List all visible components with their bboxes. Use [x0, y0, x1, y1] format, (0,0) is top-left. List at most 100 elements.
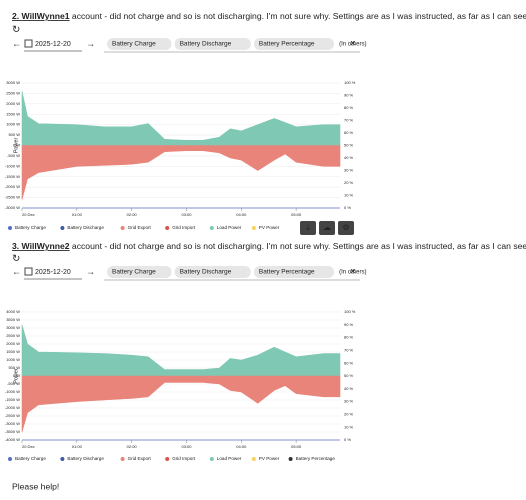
legend-label[interactable]: Battery Percentage [296, 456, 336, 461]
chip-label: Battery Percentage [259, 269, 315, 276]
heading-text: account - did not charge and so is not d… [70, 11, 526, 21]
y-axis-label: Power [13, 368, 19, 384]
x-tick-label: 04:00 [236, 444, 247, 449]
toolbar-button[interactable] [319, 221, 335, 235]
chip-label: Battery Charge [112, 41, 156, 48]
date-input[interactable]: 2025-12-20 [35, 269, 71, 276]
x-tick-label: 03:00 [181, 444, 192, 449]
y-tick-label: -4000 W [5, 437, 20, 442]
legend-swatch [209, 457, 214, 461]
y2-tick-label: 90 % [344, 322, 354, 327]
y2-tick-label: 10 % [344, 193, 354, 198]
y-tick-label: -2000 W [5, 405, 20, 410]
chip[interactable] [253, 38, 335, 50]
date-input[interactable]: 2025-12-20 [35, 41, 71, 48]
legend-label[interactable]: Load Power [217, 225, 242, 230]
legend-label[interactable]: Load Power [217, 456, 242, 461]
y-tick-label: -1000 W [5, 163, 20, 168]
y2-tick-label: 100 % [344, 80, 356, 85]
chip[interactable] [107, 38, 172, 50]
legend-label[interactable]: Grid Import [172, 225, 196, 230]
area [21, 91, 341, 146]
y-tick-label: -500 W [7, 381, 20, 386]
refresh-icon[interactable]: ↻ [12, 25, 20, 36]
toolbar-button[interactable] [300, 221, 316, 235]
y-tick-label: 2500 W [6, 333, 20, 338]
y-tick-label: -3000 W [5, 421, 20, 426]
legend-swatch [251, 226, 256, 230]
legend-label[interactable]: PV Power [259, 225, 280, 230]
y-tick-label: 0 W [13, 143, 20, 148]
next-button[interactable]: → [86, 266, 95, 276]
chip[interactable] [253, 266, 335, 278]
y2-tick-label: 50 % [344, 373, 354, 378]
chip-label: Battery Charge [112, 269, 156, 276]
toolbar-button[interactable] [338, 221, 354, 235]
legend-swatch [120, 457, 125, 461]
legend-swatch [209, 226, 214, 230]
y-tick-label: 1000 W [6, 122, 20, 127]
heading-title: 2. WillWynne1 [12, 11, 70, 21]
y-tick-label: 500 W [8, 365, 20, 370]
post-heading: 2. WillWynne1 account - did not charge a… [12, 11, 526, 21]
legend-swatch [165, 226, 170, 230]
chip[interactable] [107, 266, 172, 278]
x-tick-label: 02:00 [127, 212, 138, 217]
y-tick-label: -2000 W [5, 184, 20, 189]
y-tick-label: 2000 W [6, 101, 20, 106]
y-tick-label: 500 W [8, 132, 20, 137]
legend-label[interactable]: Battery Charge [15, 456, 46, 461]
legend-swatch [120, 226, 125, 230]
clear-button[interactable]: × [350, 39, 356, 50]
area [21, 145, 341, 200]
x-tick-label: 20 Dec [22, 444, 35, 449]
legend-label[interactable]: Battery Charge [15, 225, 46, 230]
y2-tick-label: 70 % [344, 118, 354, 123]
y2-tick-label: 40 % [344, 155, 354, 160]
legend-swatch [165, 457, 170, 461]
legend-label[interactable]: Grid Export [128, 225, 152, 230]
y-axis-label: Power [13, 138, 19, 154]
y-tick-label: -500 W [7, 153, 20, 158]
y2-tick-label: 70 % [344, 347, 354, 352]
refresh-icon[interactable]: ↻ [12, 254, 20, 265]
legend-label[interactable]: Grid Import [172, 456, 196, 461]
chip[interactable] [174, 266, 251, 278]
calendar-icon [24, 267, 33, 276]
legend-label[interactable]: Grid Export [128, 456, 152, 461]
clear-button[interactable]: × [350, 267, 356, 278]
y-tick-label: -2500 W [5, 413, 20, 418]
y-tick-label: -1500 W [5, 174, 20, 179]
heading-title: 3. WillWynne2 [12, 241, 70, 251]
next-button[interactable]: → [86, 38, 95, 48]
y-tick-label: 1500 W [6, 111, 20, 116]
y2-tick-label: 20 % [344, 180, 354, 185]
chip[interactable] [174, 38, 251, 50]
y2-tick-label: 0 % [344, 437, 351, 442]
prev-button[interactable]: ← [12, 266, 21, 276]
y2-tick-label: 20 % [344, 411, 354, 416]
chip-placeholder: (In others) [339, 42, 366, 48]
legend-swatch [8, 457, 12, 461]
y2-tick-label: 0 % [344, 205, 351, 210]
legend-swatch [288, 457, 293, 461]
closing-text: Please help! [12, 481, 59, 491]
y2-tick-label: 60 % [344, 130, 354, 135]
legend-label[interactable]: Battery Discharge [67, 456, 104, 461]
y-tick-label: 1500 W [6, 349, 20, 354]
x-tick-label: 01:00 [72, 444, 83, 449]
legend-label[interactable]: PV Power [259, 456, 280, 461]
prev-button[interactable]: ← [12, 38, 21, 48]
y-tick-label: -3000 W [5, 205, 20, 210]
y-tick-label: 4000 W [6, 309, 20, 314]
toolbar-icon: ☁ [323, 223, 331, 232]
area [21, 375, 341, 433]
x-tick-label: 02:00 [127, 444, 138, 449]
legend-label[interactable]: Battery Discharge [67, 225, 104, 230]
calendar-icon [24, 39, 33, 48]
x-tick-label: 05:00 [291, 444, 302, 449]
y2-tick-label: 10 % [344, 424, 354, 429]
legend-swatch [8, 226, 12, 230]
toolbar-icon: ⚙ [342, 223, 349, 232]
